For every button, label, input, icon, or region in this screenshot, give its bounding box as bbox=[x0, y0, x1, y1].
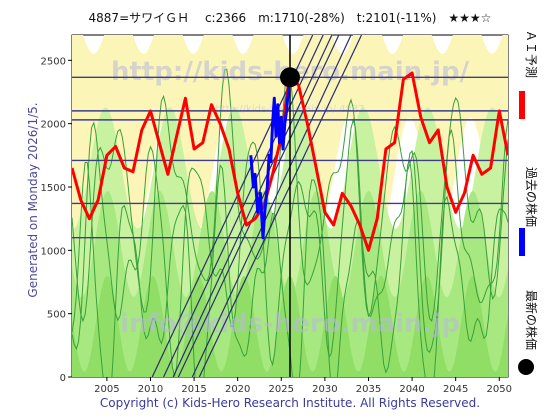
x-tick-label: 2025 bbox=[269, 384, 294, 395]
x-tick-label: 2015 bbox=[181, 384, 206, 395]
y-axis-ticks: 0 500 1000 1500 2000 2500 bbox=[41, 56, 72, 384]
trend-line bbox=[163, 35, 324, 377]
x-tick-label: 2020 bbox=[225, 384, 250, 395]
legend-latest-dot bbox=[518, 359, 534, 375]
chart-title: 4887=サワイＧＨ c:2366 m:1710(-28%) t:2101(-1… bbox=[89, 11, 492, 25]
plot-area: http://kids-hero.main.jp/ http://kids-he… bbox=[71, 34, 509, 378]
y-tick-label: 0 bbox=[60, 373, 66, 384]
y-tick-label: 500 bbox=[47, 310, 66, 321]
legend-latest-label: 最新の株価 bbox=[524, 290, 539, 350]
band-yellow bbox=[72, 35, 508, 232]
legend: ＡＩ予測 過去の株価 最新の株価 bbox=[518, 30, 539, 375]
x-axis-ticks: 2005 2010 2015 2020 2025 2030 2035 2040 2045 2050 bbox=[94, 377, 512, 395]
copyright-text: Copyright (c) Kids-Hero Research Institu… bbox=[100, 396, 480, 410]
band-green-mid bbox=[72, 190, 508, 377]
trend-line bbox=[198, 35, 363, 377]
latest-price-point bbox=[280, 67, 300, 88]
legend-ai-label: ＡＩ予測 bbox=[524, 30, 538, 78]
legend-past-swatch bbox=[519, 228, 525, 256]
x-tick-label: 2005 bbox=[94, 384, 119, 395]
y-tick-label: 2000 bbox=[41, 120, 66, 131]
x-tick-label: 2030 bbox=[312, 384, 337, 395]
x-tick-label: 2040 bbox=[399, 384, 424, 395]
x-tick-label: 2035 bbox=[356, 384, 381, 395]
legend-ai-swatch bbox=[519, 91, 525, 119]
y-tick-label: 1000 bbox=[41, 246, 66, 257]
x-tick-label: 2045 bbox=[443, 384, 468, 395]
y-tick-label: 1500 bbox=[41, 183, 66, 194]
series-past-price bbox=[249, 77, 292, 240]
y-tick-label: 2500 bbox=[41, 56, 66, 67]
trend-line bbox=[172, 35, 333, 377]
generated-date: Generated on Monday 2026/1/5. bbox=[26, 102, 40, 297]
legend-past-label: 過去の株価 bbox=[524, 167, 539, 227]
x-tick-label: 2050 bbox=[487, 384, 512, 395]
x-tick-label: 2010 bbox=[138, 384, 163, 395]
trend-line bbox=[191, 35, 352, 377]
